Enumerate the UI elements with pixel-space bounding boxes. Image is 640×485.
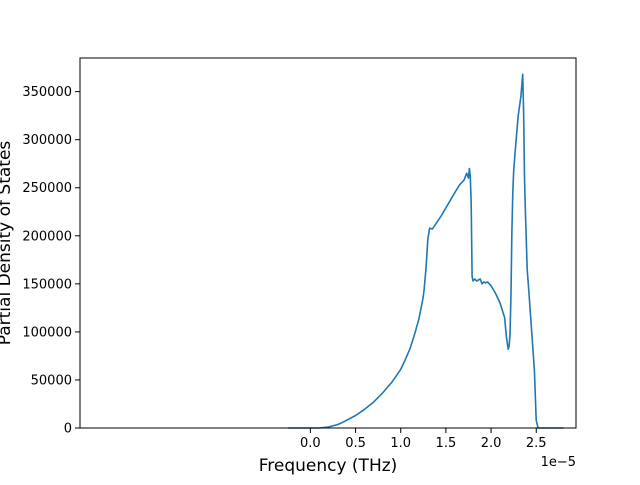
y-axis-label: Partial Density of States [0,141,15,346]
x-tick-label: 2.0 [481,436,502,451]
y-tick-label: 100000 [22,325,72,340]
y-tick-label: 250000 [22,181,72,196]
y-axis-ticks: 0 50000 100000 150000 200000 250000 300000 3500… [22,85,80,437]
x-tick-label: 0.5 [345,436,366,451]
y-tick-label: 150000 [22,277,72,292]
y-tick-label: 300000 [22,133,72,148]
x-tick-label: 1.5 [436,436,457,451]
plot-area [80,58,576,428]
x-tick-label: 2.5 [526,436,547,451]
y-tick-label: 50000 [31,373,72,388]
series-line [287,73,564,429]
x-axis-label: Frequency (THz) [259,456,398,476]
x-axis-ticks: 0.0 0.5 1.0 1.5 2.0 2.5 [300,428,547,451]
x-axis-offset-label: 1e−5 [541,455,576,470]
x-tick-label: 1.0 [390,436,411,451]
plot-frame [79,57,577,429]
x-tick-label: 0.0 [300,436,321,451]
y-tick-label: 350000 [22,85,72,100]
y-tick-label: 200000 [22,229,72,244]
y-tick-label: 0 [64,422,72,437]
